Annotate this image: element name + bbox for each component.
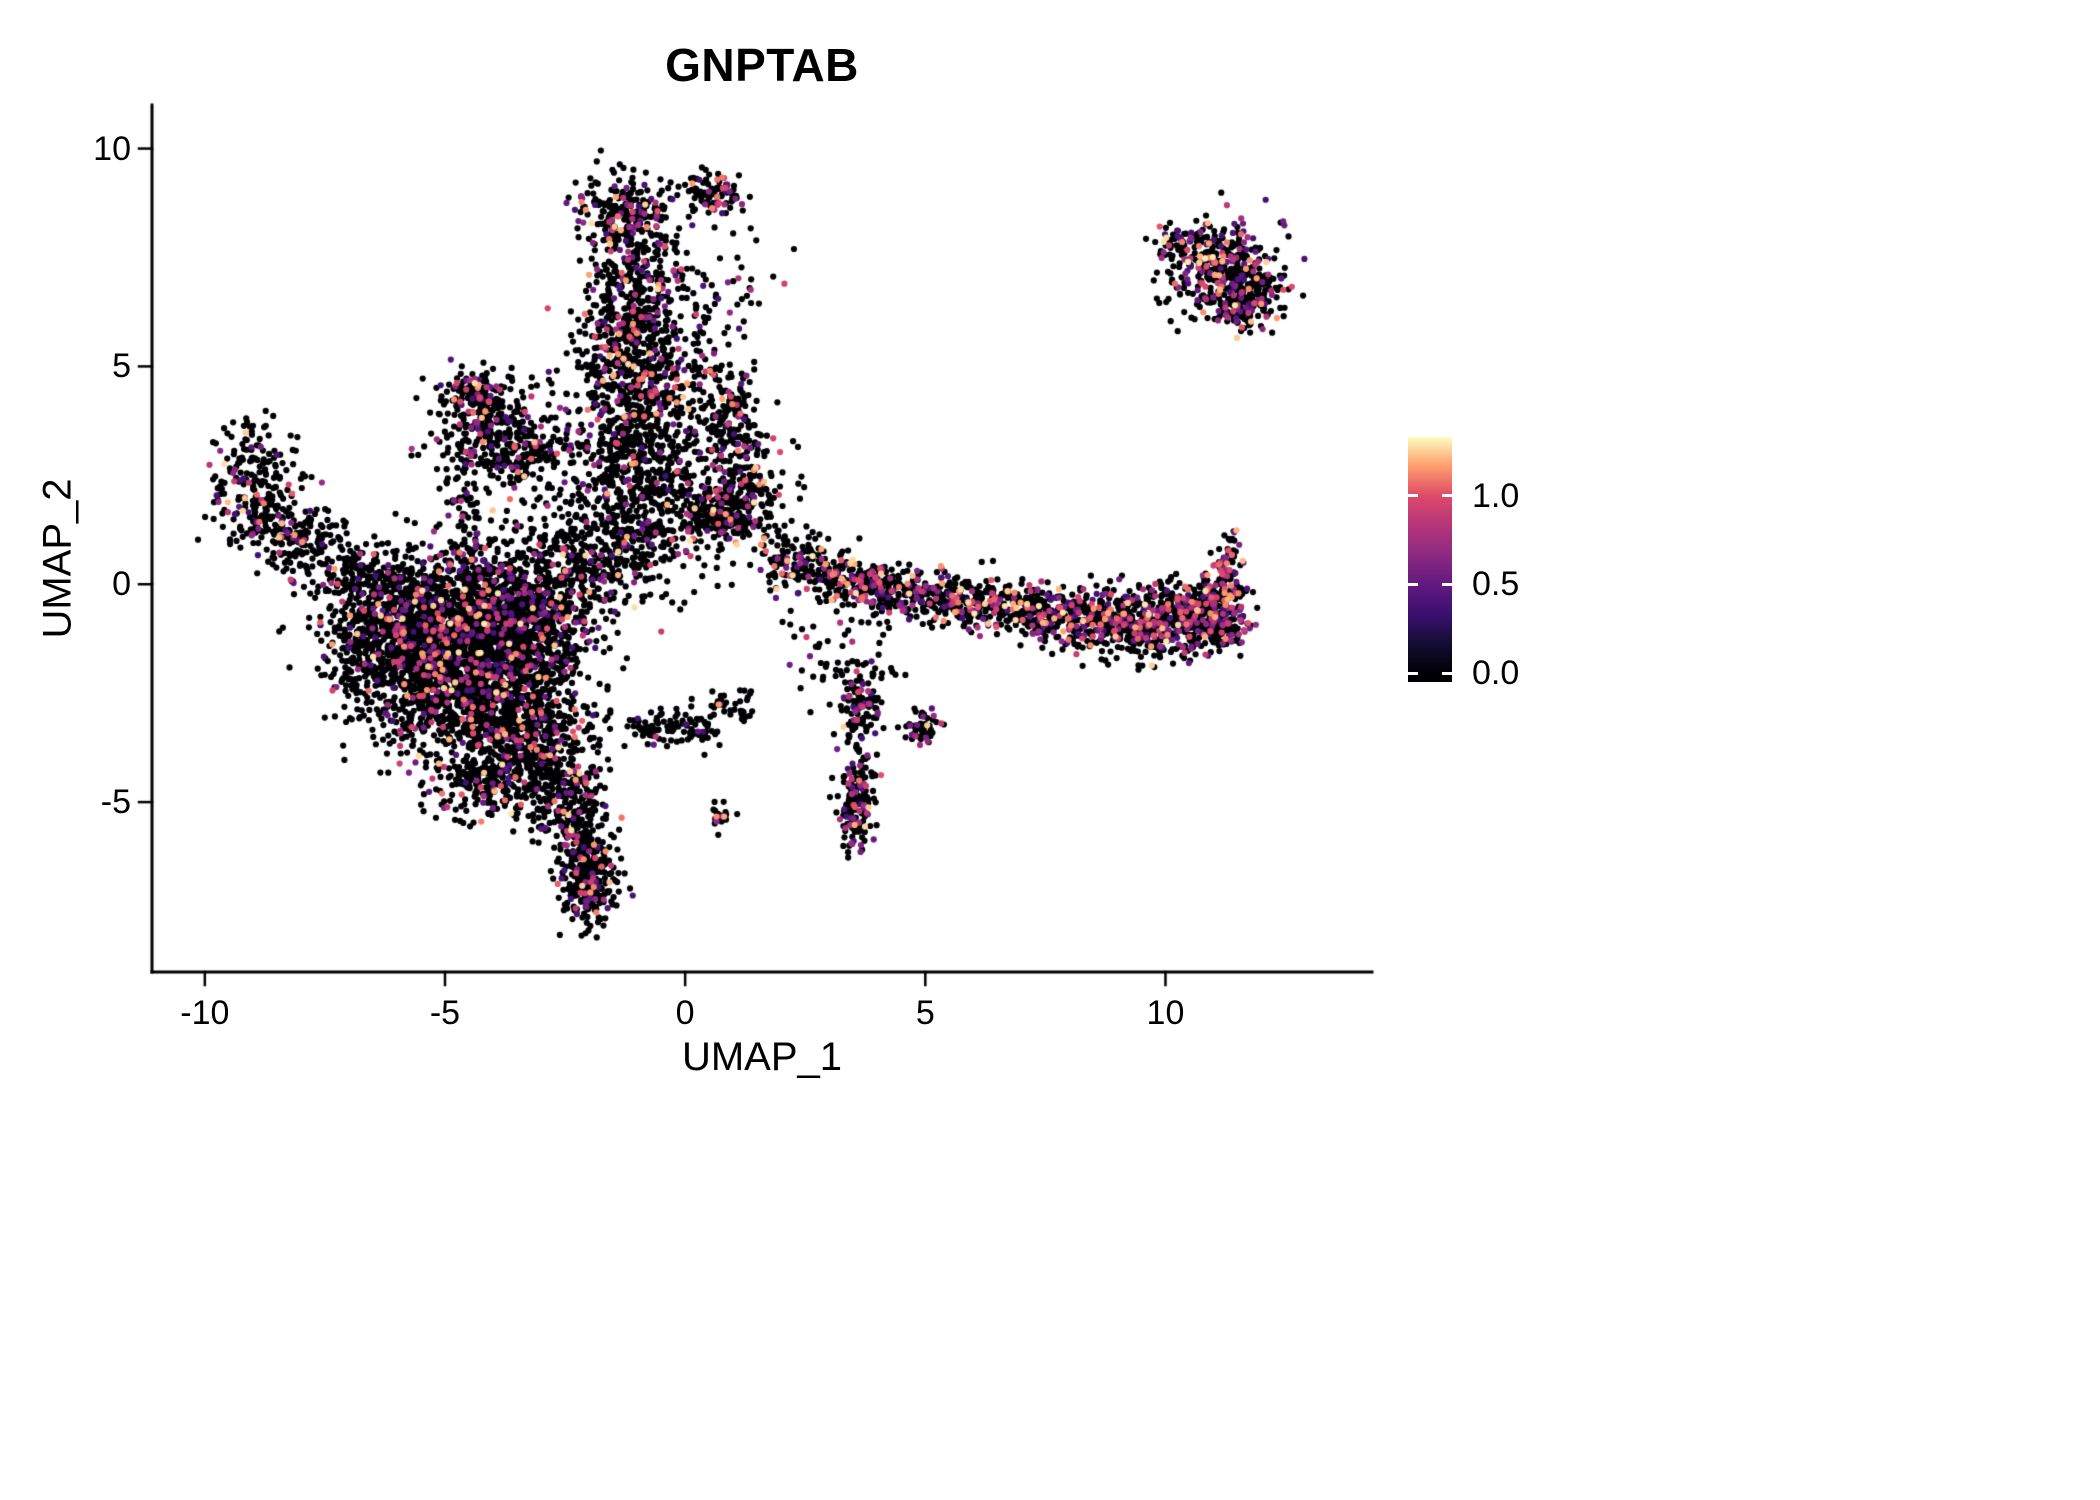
- x-tick-label: -5: [429, 994, 461, 1032]
- colorbar-tick-mark: [1442, 671, 1452, 675]
- x-tick-label: 5: [915, 994, 935, 1032]
- colorbar-tick-label: 0.5: [1472, 565, 1520, 604]
- x-tick-label: 0: [675, 994, 695, 1032]
- colorbar-tick-mark: [1408, 582, 1418, 586]
- y-tick-label: 10: [93, 129, 131, 168]
- colorbar-tick-label: 1.0: [1472, 476, 1520, 515]
- y-tick-label: -5: [100, 783, 131, 822]
- colorbar-tick-mark: [1442, 494, 1452, 498]
- colorbar-tick-mark: [1408, 494, 1418, 498]
- colorbar-tick-mark: [1442, 582, 1452, 586]
- x-axis-title: UMAP_1: [681, 1035, 843, 1079]
- y-axis-title: UMAP_2: [35, 478, 80, 639]
- expression-colorbar: [1408, 437, 1452, 682]
- x-tick-label: 10: [1146, 994, 1185, 1032]
- y-tick-label: 5: [112, 347, 131, 386]
- colorbar-tick-label: 0.0: [1472, 654, 1520, 693]
- y-tick-label: 0: [112, 565, 131, 604]
- x-tick-label: -10: [180, 994, 230, 1032]
- colorbar-tick-mark: [1408, 671, 1418, 675]
